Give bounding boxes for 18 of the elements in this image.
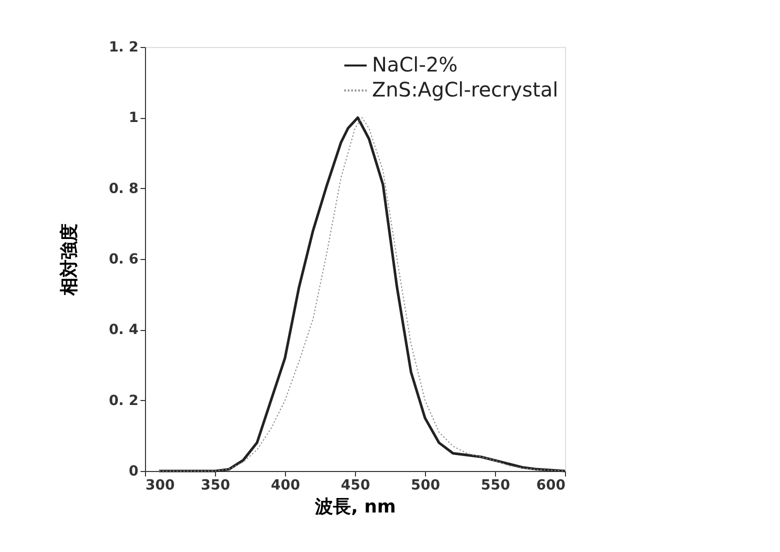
x-tick-label: 350 [200, 478, 230, 494]
legend-label: ZnS:AgCl-recrystal [372, 78, 558, 102]
x-tick-label: 600 [536, 478, 566, 494]
legend-label: NaCl-2% [372, 52, 458, 76]
x-tick-label: 450 [340, 478, 370, 494]
y-tick-label: 0. 6 [108, 252, 138, 268]
y-tick-label: 1 [128, 110, 138, 126]
x-tick-label: 500 [410, 478, 440, 494]
x-tick-label: 550 [480, 478, 510, 494]
y-tick-label: 0 [128, 464, 139, 480]
y-tick-label: 1. 2 [108, 40, 138, 56]
y-axis-title: 相対強度 [58, 224, 80, 296]
y-tick-label: 0. 4 [108, 322, 139, 338]
x-axis-title: 波長, nm [314, 496, 396, 518]
x-tick-label: 300 [146, 478, 175, 494]
y-tick-label: 0. 2 [108, 392, 138, 409]
y-tick-label: 0. 8 [108, 180, 138, 197]
x-tick-label: 400 [270, 478, 300, 494]
